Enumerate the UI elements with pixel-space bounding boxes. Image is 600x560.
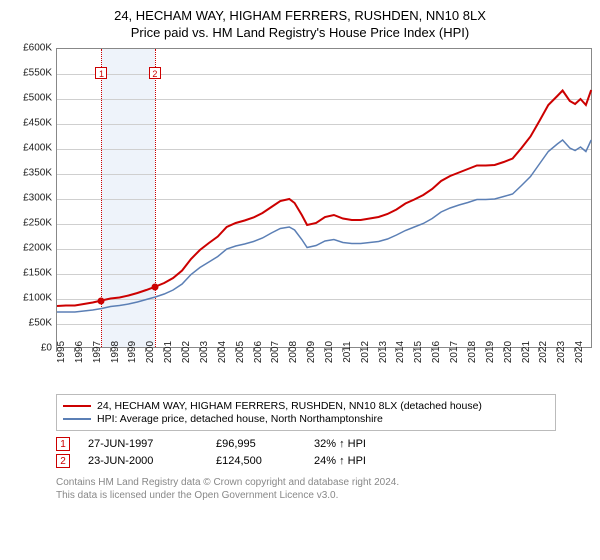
legend-item-hpi: HPI: Average price, detached house, Nort…: [63, 413, 549, 425]
x-tick-label: 2003: [199, 341, 210, 363]
sale-row: 1 27-JUN-1997 £96,995 32% ↑ HPI: [56, 437, 590, 451]
sale-delta: 24% ↑ HPI: [314, 455, 414, 467]
chart-title-sub: Price paid vs. HM Land Registry's House …: [10, 25, 590, 40]
chart-container: 24, HECHAM WAY, HIGHAM FERRERS, RUSHDEN,…: [0, 0, 600, 510]
x-tick-label: 2002: [181, 341, 192, 363]
attribution: Contains HM Land Registry data © Crown c…: [56, 476, 556, 502]
sale-date: 23-JUN-2000: [88, 455, 198, 467]
x-tick-label: 2001: [163, 341, 174, 363]
sale-table: 1 27-JUN-1997 £96,995 32% ↑ HPI 2 23-JUN…: [56, 437, 590, 468]
x-tick-label: 2010: [324, 341, 335, 363]
x-tick-label: 2022: [538, 341, 549, 363]
sale-price: £124,500: [216, 455, 296, 467]
y-tick-label: £300K: [23, 193, 52, 204]
y-tick-label: £500K: [23, 93, 52, 104]
sale-date: 27-JUN-1997: [88, 438, 198, 450]
x-tick-label: 2018: [467, 341, 478, 363]
x-tick-label: 2009: [306, 341, 317, 363]
x-tick-label: 1998: [110, 341, 121, 363]
y-tick-label: £350K: [23, 168, 52, 179]
x-tick-label: 2023: [556, 341, 567, 363]
x-tick-label: 2021: [521, 341, 532, 363]
series-property: [57, 90, 591, 306]
x-tick-label: 2008: [288, 341, 299, 363]
y-tick-label: £50K: [29, 318, 52, 329]
y-tick-label: £100K: [23, 293, 52, 304]
legend-item-property: 24, HECHAM WAY, HIGHAM FERRERS, RUSHDEN,…: [63, 400, 549, 412]
x-tick-label: 2024: [574, 341, 585, 363]
legend-swatch: [63, 405, 91, 407]
attribution-line2: This data is licensed under the Open Gov…: [56, 489, 556, 502]
y-tick-label: £550K: [23, 68, 52, 79]
legend-label: 24, HECHAM WAY, HIGHAM FERRERS, RUSHDEN,…: [97, 400, 482, 412]
x-tick-label: 2020: [503, 341, 514, 363]
y-axis: £0£50K£100K£150K£200K£250K£300K£350K£400…: [10, 48, 56, 348]
chart-titles: 24, HECHAM WAY, HIGHAM FERRERS, RUSHDEN,…: [10, 8, 590, 40]
x-tick-label: 2004: [217, 341, 228, 363]
attribution-line1: Contains HM Land Registry data © Crown c…: [56, 476, 556, 489]
y-tick-label: £200K: [23, 243, 52, 254]
sale-row: 2 23-JUN-2000 £124,500 24% ↑ HPI: [56, 454, 590, 468]
x-tick-label: 2012: [360, 341, 371, 363]
x-tick-label: 2000: [145, 341, 156, 363]
chart-title-main: 24, HECHAM WAY, HIGHAM FERRERS, RUSHDEN,…: [10, 8, 590, 23]
x-tick-label: 2011: [342, 341, 353, 363]
x-tick-label: 2019: [485, 341, 496, 363]
x-tick-label: 2007: [270, 341, 281, 363]
y-tick-label: £0: [41, 343, 52, 354]
series-hpi: [57, 140, 591, 312]
legend-swatch: [63, 418, 91, 420]
x-tick-label: 2014: [395, 341, 406, 363]
legend-label: HPI: Average price, detached house, Nort…: [97, 413, 383, 425]
plot-area: 12 £0 £50K £100K £150K £200K £250K £300K £350K £4…: [10, 48, 592, 386]
y-tick-label: £450K: [23, 118, 52, 129]
x-tick-label: 2016: [431, 341, 442, 363]
x-tick-label: 1999: [127, 341, 138, 363]
sale-price: £96,995: [216, 438, 296, 450]
x-tick-label: 2006: [253, 341, 264, 363]
sale-index-box: 2: [56, 454, 70, 468]
y-tick-label: £600K: [23, 43, 52, 54]
sale-index-box: 1: [56, 437, 70, 451]
x-tick-label: 2013: [378, 341, 389, 363]
x-tick-label: 2005: [235, 341, 246, 363]
x-tick-label: 2017: [449, 341, 460, 363]
legend: 24, HECHAM WAY, HIGHAM FERRERS, RUSHDEN,…: [56, 394, 556, 431]
x-tick-label: 1995: [56, 341, 67, 363]
y-tick-label: £250K: [23, 218, 52, 229]
x-tick-label: 2015: [413, 341, 424, 363]
x-axis: 1995199619971998199920002001200220032004…: [56, 348, 592, 388]
plot-rect: 12: [56, 48, 592, 348]
x-tick-label: 1996: [74, 341, 85, 363]
y-tick-label: £150K: [23, 268, 52, 279]
series-svg: [57, 49, 593, 349]
y-tick-label: £400K: [23, 143, 52, 154]
sale-delta: 32% ↑ HPI: [314, 438, 414, 450]
x-tick-label: 1997: [92, 341, 103, 363]
